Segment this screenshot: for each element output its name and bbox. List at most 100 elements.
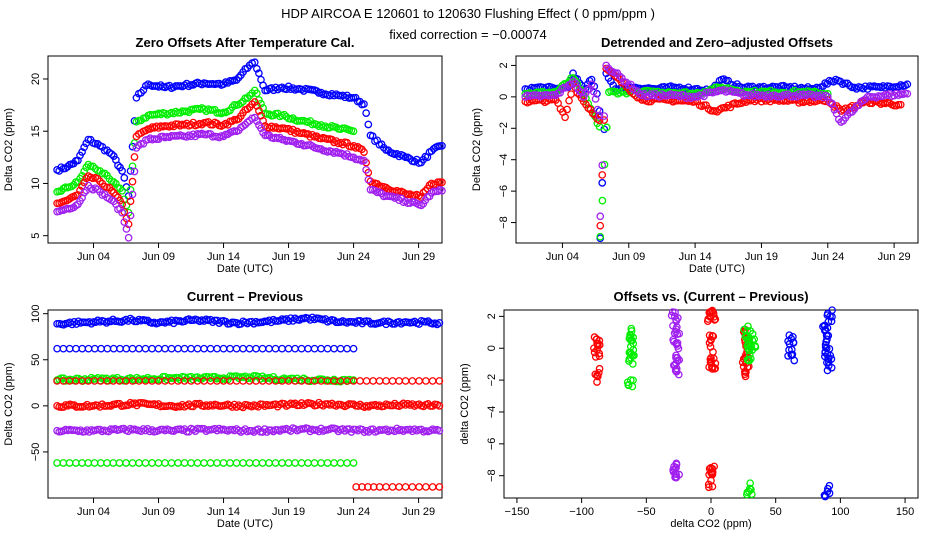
data-point — [317, 121, 325, 129]
series-red_run_a — [53, 377, 444, 385]
data-point — [784, 337, 792, 345]
data-point — [206, 459, 215, 467]
data-point — [59, 403, 68, 411]
x-axis-label: Date (UTC) — [217, 518, 273, 530]
data-point — [278, 459, 286, 467]
data-point — [343, 344, 351, 353]
data-point — [567, 90, 575, 99]
y-tick-label: −4 — [498, 153, 510, 166]
data-point — [71, 459, 80, 467]
data-point — [78, 459, 86, 467]
data-point — [824, 331, 833, 340]
data-point — [317, 344, 325, 353]
data-point — [116, 184, 124, 193]
data-point — [241, 372, 250, 381]
data-point — [579, 93, 588, 101]
data-point — [128, 344, 137, 353]
data-point — [587, 75, 596, 84]
x-tick-label: Jun 09 — [612, 251, 645, 263]
data-point — [187, 344, 195, 353]
panel-p4: Offsets vs. (Current – Previous) −150 −100… — [459, 289, 919, 530]
data-point — [565, 96, 573, 105]
y-tick-label: 5 — [30, 233, 42, 239]
data-point — [671, 366, 680, 375]
data-point — [137, 427, 146, 436]
plot-frame — [515, 55, 919, 244]
series-purple — [53, 424, 444, 437]
data-point — [234, 73, 243, 82]
data-point — [122, 344, 131, 353]
data-point — [271, 459, 280, 467]
data-point — [722, 103, 730, 112]
data-point — [65, 459, 74, 467]
data-point — [401, 425, 410, 434]
x-tick-label: Jun 19 — [272, 506, 305, 518]
data-point — [600, 116, 609, 124]
data-point — [126, 167, 135, 175]
y-axis-label: delta CO2 (ppm) — [459, 363, 471, 444]
data-point — [120, 173, 129, 182]
data-point — [338, 150, 347, 158]
chart-title: Current – Previous — [187, 289, 303, 304]
data-point — [360, 148, 368, 156]
data-point — [673, 330, 682, 339]
data-point — [252, 64, 261, 73]
data-point — [174, 344, 182, 353]
data-point — [180, 459, 189, 467]
data-point — [362, 109, 370, 117]
data-point — [146, 125, 155, 133]
data-point — [628, 382, 637, 391]
data-point — [215, 133, 224, 142]
data-point — [59, 344, 68, 353]
data-point — [364, 317, 373, 326]
data-point — [673, 342, 682, 350]
data-point — [593, 105, 602, 114]
x-tick-label: Jun 24 — [337, 251, 370, 263]
x-tick-label: 150 — [896, 506, 914, 518]
data-point — [827, 355, 836, 363]
data-point — [84, 459, 93, 467]
panel-p1: Zero Offsets After Temperature Cal. Jun 0… — [3, 35, 446, 275]
data-point — [415, 377, 423, 385]
data-point — [624, 381, 633, 390]
series-blue — [784, 306, 836, 501]
data-point — [257, 124, 265, 133]
data-point — [137, 139, 145, 148]
data-point — [276, 427, 284, 435]
data-point — [821, 492, 830, 501]
data-point — [351, 93, 360, 102]
series-purple — [521, 61, 912, 221]
data-point — [596, 221, 605, 230]
data-point — [393, 424, 401, 433]
y-tick-label: −6 — [486, 438, 498, 451]
data-point — [700, 101, 708, 110]
data-point — [278, 344, 286, 353]
data-point — [704, 105, 713, 113]
x-tick-label: Jun 29 — [402, 251, 435, 263]
data-point — [297, 344, 306, 353]
x-tick-label: Jun 14 — [207, 251, 240, 263]
data-point — [675, 356, 684, 364]
data-point — [330, 459, 338, 467]
data-point — [96, 459, 105, 467]
series-group — [590, 306, 836, 501]
data-point — [107, 186, 116, 195]
data-point — [573, 89, 582, 97]
data-point — [825, 481, 834, 490]
data-point — [704, 480, 713, 489]
data-point — [122, 459, 130, 467]
data-point — [382, 483, 390, 491]
data-point — [161, 459, 169, 467]
data-point — [317, 145, 325, 153]
data-point — [91, 139, 100, 148]
y-tick-label: −8 — [498, 216, 510, 229]
data-point — [148, 459, 156, 467]
x-tick-label: Jun 14 — [679, 251, 712, 263]
data-point — [625, 355, 634, 363]
x-tick-label: Jun 19 — [272, 251, 305, 263]
data-point — [59, 459, 68, 467]
header-line-1: HDP AIRCOA E 120601 to 120630 Flushing E… — [281, 6, 655, 21]
data-point — [408, 483, 417, 491]
y-tick-label: 0 — [498, 94, 510, 100]
